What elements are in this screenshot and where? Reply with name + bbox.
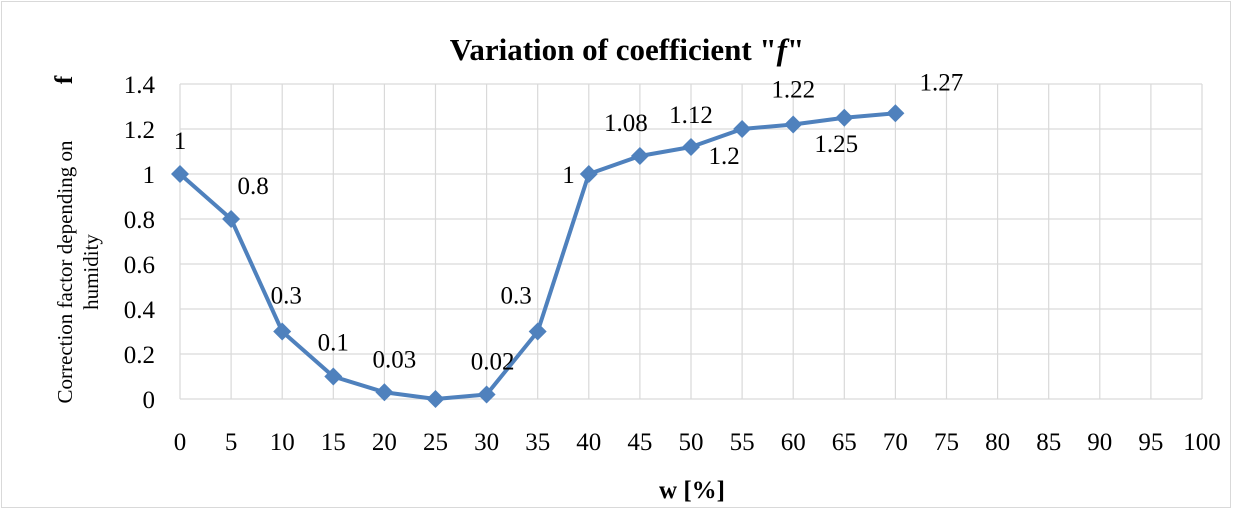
y-tick-label-2: 0.4 <box>124 297 156 324</box>
data-point-marker-1 <box>222 210 241 228</box>
x-tick-label-15: 75 <box>934 429 959 456</box>
x-tick-label-2: 10 <box>270 429 295 456</box>
data-label-9: 1.08 <box>604 110 648 137</box>
data-label-3: 0.1 <box>318 330 349 357</box>
data-point-marker-13 <box>835 108 854 127</box>
data-point-marker-4 <box>375 383 394 402</box>
x-tick-label-10: 50 <box>679 429 704 456</box>
y-axis-label-line1-group: Correction factor depending on <box>53 140 77 403</box>
x-tick-label-6: 30 <box>474 429 499 456</box>
chart-title: Variation of coefficient "f" <box>450 32 804 67</box>
x-tick-label-17: 85 <box>1036 429 1061 456</box>
data-label-10: 1.12 <box>669 102 713 129</box>
data-point-marker-8 <box>579 165 598 183</box>
x-tick-label-5: 25 <box>423 429 448 456</box>
y-axis-symbol-group: f <box>51 75 78 84</box>
x-tick-label-3: 15 <box>321 429 346 456</box>
data-point-marker-2 <box>273 322 292 341</box>
data-labels: 1 0.8 0.3 0.1 0.03 0.02 0.3 1 1.08 1.12 1.2 1.22 1.2… <box>174 69 964 375</box>
x-tick-label-18: 90 <box>1087 429 1112 456</box>
x-tick-label-9: 45 <box>627 429 652 456</box>
data-point-marker-7 <box>528 322 547 341</box>
x-tick-label-1: 5 <box>225 429 238 456</box>
data-label-13: 1.25 <box>814 131 858 158</box>
data-point-marker-3 <box>324 367 343 386</box>
data-label-14: 1.27 <box>920 69 964 96</box>
data-point-marker-6 <box>477 385 496 404</box>
x-tick-label-12: 60 <box>781 429 806 456</box>
chart-title-suffix: " <box>787 32 804 67</box>
data-point-marker-11 <box>733 120 752 138</box>
data-point-marker-5 <box>426 390 445 408</box>
x-tick-label-8: 40 <box>576 429 601 456</box>
y-axis-label-line2: humidity <box>79 234 103 310</box>
x-tick-label-20: 100 <box>1183 429 1221 456</box>
y-axis-label-line1: Correction factor depending on <box>53 140 77 403</box>
data-label-6: 0.02 <box>471 349 515 376</box>
grid-lines <box>179 83 1203 400</box>
data-label-8: 1 <box>562 162 575 189</box>
x-tick-label-19: 95 <box>1138 429 1163 456</box>
data-label-7: 0.3 <box>500 283 531 310</box>
data-point-marker-10 <box>682 138 700 156</box>
chart-title-prefix: Variation of coefficient " <box>450 32 777 67</box>
y-tick-label-5: 1 <box>143 162 156 189</box>
data-label-4: 0.03 <box>373 346 417 373</box>
x-tick-label-14: 70 <box>883 429 908 456</box>
y-axis-symbol: f <box>51 75 78 84</box>
y-axis-ticks: 0 0.2 0.4 0.6 0.8 1 1.2 1.4 <box>124 72 156 414</box>
x-axis-label: w [%] <box>659 477 725 504</box>
data-point-marker-0 <box>171 165 189 183</box>
x-axis-ticks: 0 5 10 15 20 25 30 35 40 45 50 55 60 65 70 75 80 85 90 95 10… <box>174 429 1221 456</box>
data-point-marker-12 <box>784 115 803 134</box>
data-markers <box>171 104 905 408</box>
y-tick-label-6: 1.2 <box>124 117 155 144</box>
data-label-0: 1 <box>174 128 187 155</box>
y-tick-label-7: 1.4 <box>124 72 156 99</box>
y-tick-label-3: 0.6 <box>124 252 155 279</box>
y-axis-label-line2-group: humidity <box>79 234 103 310</box>
data-label-11: 1.2 <box>708 143 739 170</box>
x-tick-label-4: 20 <box>372 429 397 456</box>
x-tick-label-16: 80 <box>985 429 1010 456</box>
y-tick-label-1: 0.2 <box>124 342 155 369</box>
chart-title-symbol: f <box>777 32 790 67</box>
data-point-marker-14 <box>886 104 905 123</box>
y-tick-label-4: 0.8 <box>124 207 155 234</box>
x-tick-label-7: 35 <box>525 429 550 456</box>
data-label-12: 1.22 <box>771 77 815 104</box>
data-point-marker-9 <box>630 147 649 165</box>
x-tick-label-13: 65 <box>832 429 857 456</box>
x-tick-label-11: 55 <box>730 429 755 456</box>
x-tick-label-0: 0 <box>174 429 187 456</box>
data-label-2: 0.3 <box>271 283 302 310</box>
y-tick-label-0: 0 <box>143 387 156 414</box>
data-label-1: 0.8 <box>237 173 268 200</box>
